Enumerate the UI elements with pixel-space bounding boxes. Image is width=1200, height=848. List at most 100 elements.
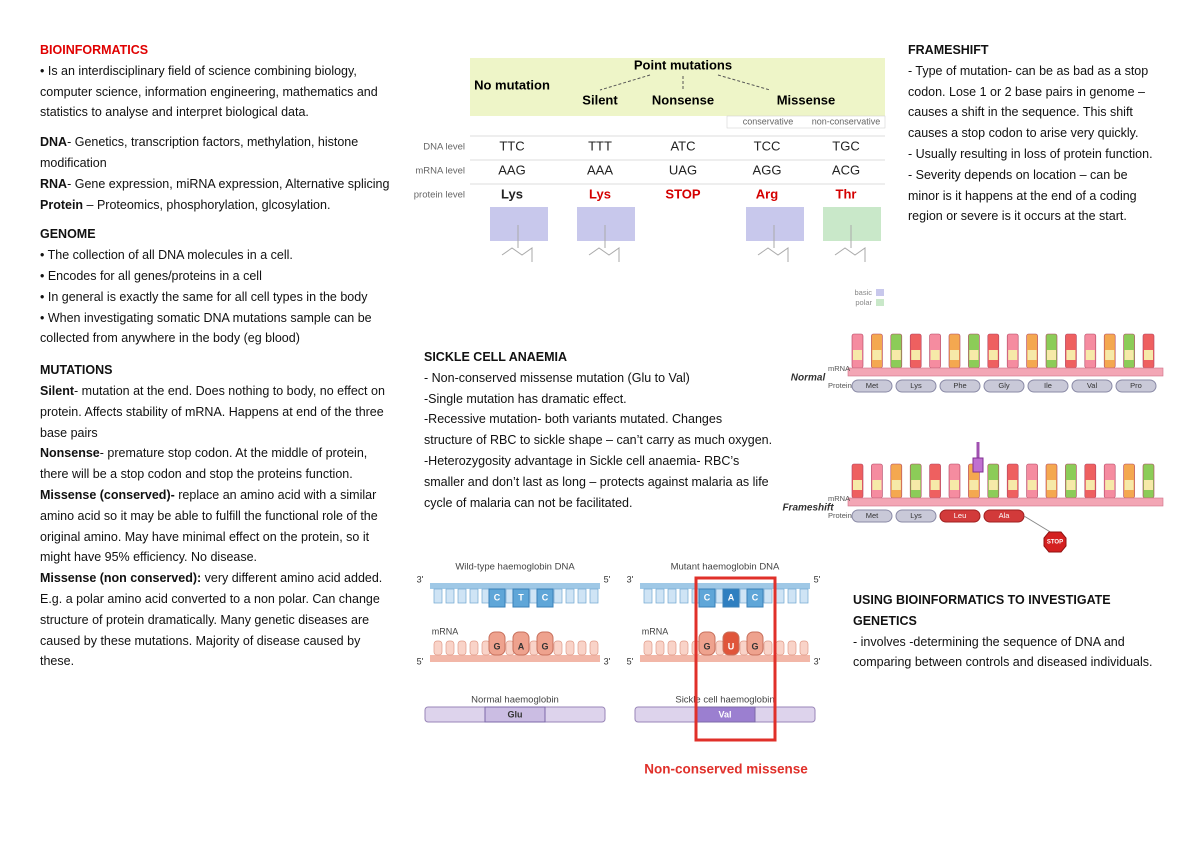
mrna-tooth (565, 640, 575, 656)
dna-tooth (445, 588, 455, 604)
dna-tooth (589, 588, 599, 604)
dna-base (512, 588, 530, 608)
label: 3' (417, 574, 424, 584)
dna-tooth (799, 588, 809, 604)
heading: FRAMESHIFT (908, 43, 989, 57)
bullet: • Encodes for all genes/proteins in a ce… (40, 268, 262, 283)
pin-base (872, 350, 882, 360)
header-bg (470, 58, 885, 116)
pin-base (930, 350, 940, 360)
structure (757, 247, 789, 262)
pin-base (1066, 480, 1076, 490)
pin-base (1008, 350, 1018, 360)
subcolumn-header: non-conservative (812, 116, 881, 126)
pin-base (853, 480, 862, 490)
legend-swatch (876, 289, 884, 296)
term: Missense (non conserved): (40, 571, 202, 586)
definition: - mutation at the end. Does nothing to b… (40, 383, 385, 440)
pin-base (1105, 350, 1115, 360)
dna-tooth (469, 588, 479, 604)
subheader-bg (726, 115, 886, 129)
amino-acid (983, 379, 1025, 393)
dna-tooth (763, 588, 773, 604)
amino-acid-label: Met (866, 381, 879, 390)
left-column: BIOINFORMATICS • Is an interdisciplinary… (40, 40, 396, 672)
bullet: • When investigating somatic DNA mutatio… (40, 310, 372, 346)
column-header: Nonsense (652, 92, 714, 107)
mrna-tooth (679, 640, 689, 656)
base: C (752, 592, 759, 602)
label: mRNA (828, 364, 850, 373)
term: Nonsense (40, 446, 100, 461)
highlight-box (694, 576, 777, 742)
mrna-base (488, 631, 506, 656)
mrna-tooth (787, 640, 797, 656)
label: mRNA (828, 494, 850, 503)
amino-acid-label: Ala (999, 511, 1011, 520)
structure (501, 247, 533, 262)
line: - Usually resulting in loss of protein f… (908, 146, 1153, 161)
pin-base (1105, 480, 1115, 490)
line: -Recessive mutation- both variants mutat… (424, 412, 773, 448)
row-label: Frameshift (782, 503, 834, 514)
legend-label: polar (855, 298, 872, 307)
pin-base (950, 480, 959, 490)
subcolumn-header: conservative (743, 116, 794, 126)
sickle-column: SICKLE CELL ANAEMIA - Non-conserved miss… (424, 347, 774, 513)
dna-strand (430, 583, 600, 589)
row-label: protein level (414, 190, 465, 201)
amino-acid (939, 509, 981, 523)
heading: SICKLE CELL ANAEMIA (424, 350, 568, 364)
pin-base (872, 480, 882, 490)
mrna-strand (847, 497, 1164, 507)
term: DNA (40, 135, 68, 150)
side-chain (577, 207, 635, 241)
base: T (518, 592, 524, 602)
pin-base (891, 480, 901, 490)
title: BIOINFORMATICS (40, 43, 149, 57)
structure (588, 247, 620, 262)
line: -Heterozygosity advantage in Sickle cell… (424, 453, 769, 510)
frameshift-column: FRAMESHIFT - Type of mutation- can be as… (908, 40, 1162, 227)
dna-strand (640, 583, 810, 589)
using-column: USING BIOINFORMATICS TO INVESTIGATE GENE… (853, 590, 1163, 673)
stop-sign (1043, 531, 1067, 553)
mrna-tooth (655, 640, 665, 656)
cell: STOP (665, 186, 700, 201)
omics-item: DNA- Genetics, transcription factors, me… (40, 132, 396, 174)
heading: GENOME (40, 227, 96, 242)
cell: AAA (587, 162, 613, 177)
pin-base (930, 480, 940, 490)
stop-link (1023, 515, 1053, 534)
cell: ACG (832, 162, 860, 177)
mrna-tooth (643, 640, 653, 656)
pin-base (1066, 350, 1076, 360)
pin-base (1027, 350, 1037, 360)
structure (834, 247, 866, 262)
pin-base (1124, 350, 1134, 360)
dna-base (746, 588, 764, 608)
column-header: Silent (582, 92, 618, 107)
dna-tooth (577, 588, 587, 604)
cell: AAG (498, 162, 525, 177)
dna-tooth (787, 588, 797, 604)
base: A (518, 641, 525, 651)
mrna-tooth (457, 640, 467, 656)
dna-base (698, 588, 716, 608)
dna-tooth (655, 588, 665, 604)
mrna-tooth (667, 640, 677, 656)
amino-acid-label: Lys (910, 381, 922, 390)
amino-acid (983, 509, 1025, 523)
pin-base (1124, 480, 1134, 490)
legend-label: basic (854, 288, 872, 297)
base: C (494, 592, 501, 602)
mrna-tooth (553, 640, 563, 656)
amino-acid-label: Glu (508, 709, 523, 719)
intro: • Is an interdisciplinary field of scien… (40, 63, 378, 120)
amino-acid-label: Pro (1130, 381, 1142, 390)
heading: MUTATIONS (40, 363, 113, 378)
amino-acid-label: Val (1087, 381, 1098, 390)
amino-acid (851, 509, 893, 523)
legend-swatch (876, 299, 884, 306)
mrna-base (746, 631, 764, 656)
